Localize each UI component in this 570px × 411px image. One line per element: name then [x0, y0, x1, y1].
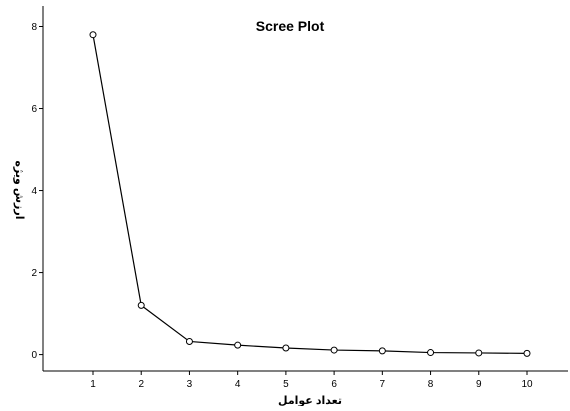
x-tick-label: 3 [187, 379, 193, 390]
data-point-5 [282, 344, 290, 352]
series-line [92, 34, 528, 354]
y-tick-label: 6 [31, 104, 37, 115]
data-point-3 [185, 337, 193, 345]
data-points [89, 31, 531, 357]
x-tick-label: 6 [331, 379, 337, 390]
x-tick-label: 4 [235, 379, 241, 390]
chart-title: Scree Plot [256, 18, 325, 34]
data-point-6 [330, 346, 338, 354]
y-tick-label: 8 [31, 22, 37, 33]
y-tick-label: 2 [31, 268, 37, 279]
axes [42, 6, 568, 372]
y-tick-label: 0 [31, 350, 37, 361]
data-point-2 [137, 301, 145, 309]
x-tick-label: 9 [476, 379, 482, 390]
x-axis-label: تعداد عوامل [278, 395, 342, 406]
data-point-4 [234, 341, 242, 349]
data-point-10 [523, 349, 531, 357]
x-tick-label: 1 [90, 379, 96, 390]
x-tick-label: 5 [283, 379, 289, 390]
y-tick-label: 4 [31, 186, 37, 197]
data-point-7 [378, 347, 386, 355]
x-tick-label: 8 [428, 379, 434, 390]
data-point-9 [475, 349, 483, 357]
series-path [92, 34, 528, 354]
x-tick-label: 7 [380, 379, 386, 390]
data-point-1 [89, 31, 97, 39]
ticks: 0 2 4 6 8 1 2 3 4 5 6 7 8 9 10 [31, 22, 533, 390]
data-point-8 [427, 349, 435, 357]
x-tick-label: 2 [138, 379, 144, 390]
x-tick-label: 10 [521, 379, 533, 390]
y-axis-label: ارزش ویژه [13, 161, 25, 220]
